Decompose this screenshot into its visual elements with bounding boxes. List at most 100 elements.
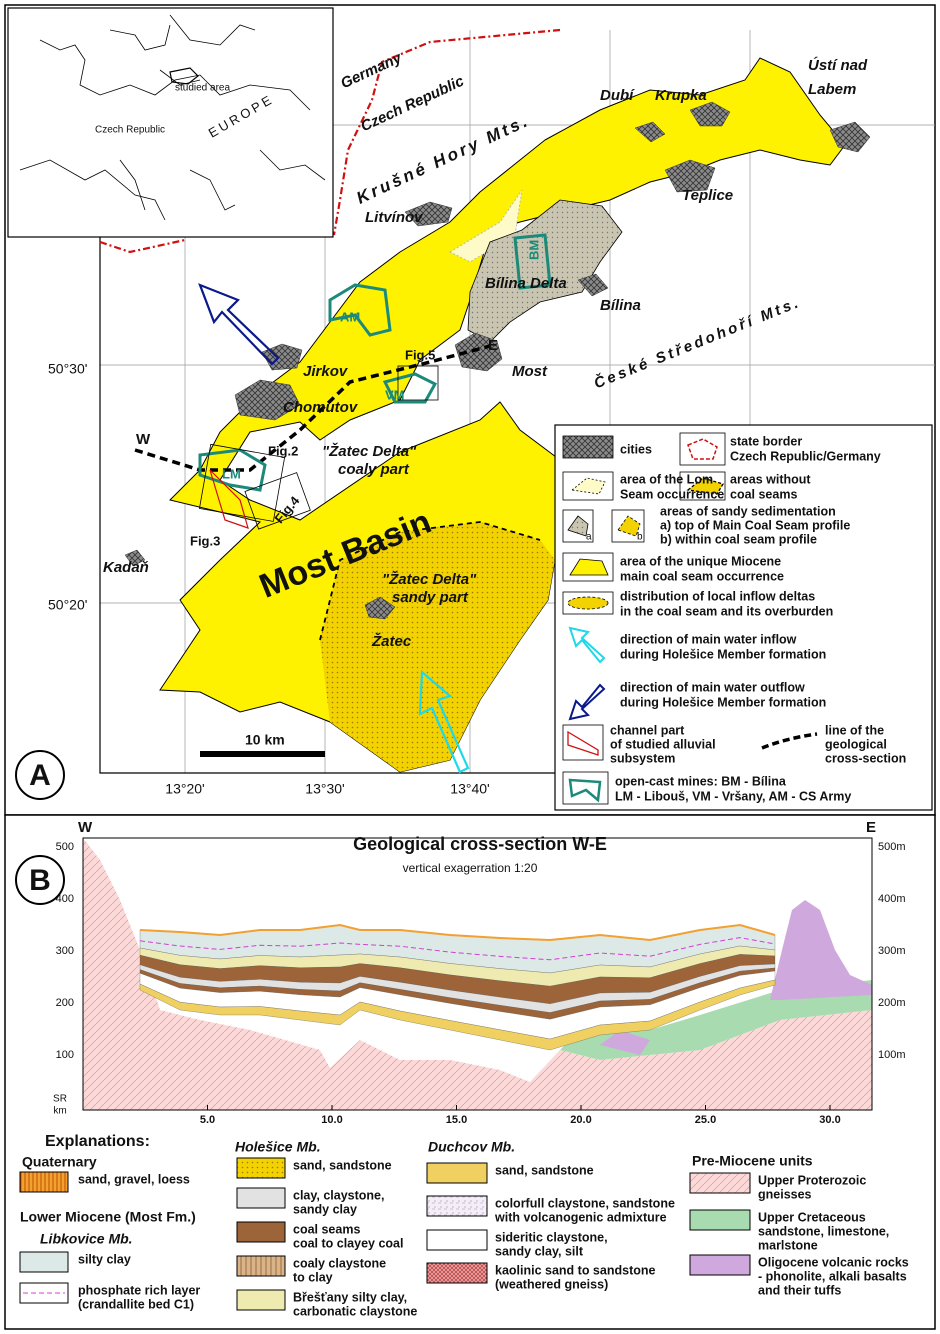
legend-heading: Duchcov Mb. — [428, 1139, 515, 1155]
longitude-label: 13°30' — [305, 781, 344, 797]
legend-label: open-cast mines: BM - Bílina — [615, 774, 787, 788]
legend-swatch — [236, 1255, 286, 1277]
legend-label: sandy clay — [293, 1202, 357, 1216]
legend-label: b) within coal seam profile — [660, 532, 817, 546]
longitude-label: 13°20' — [165, 781, 204, 797]
section-subtitle: vertical exagerration 1:20 — [403, 861, 538, 875]
phosphate-layer — [139, 937, 776, 961]
section-layer — [139, 979, 776, 1051]
legend-label: distribution of local inflow deltas — [620, 589, 815, 603]
legend-label: silty clay — [78, 1252, 131, 1266]
latitude-label: 50°30' — [48, 361, 87, 377]
legend-label: areas without — [730, 472, 811, 486]
legend-label: Oligocene volcanic rocks — [758, 1255, 909, 1269]
legend-label: gneisses — [758, 1187, 812, 1201]
section-end: E — [488, 337, 498, 354]
x-axis-label: 20.0 — [570, 1114, 591, 1126]
legend-heading: Lower Miocene (Most Fm.) — [20, 1209, 196, 1225]
legend-label: a — [586, 532, 592, 543]
place-label: Chomutov — [283, 399, 359, 416]
lom-seam-area — [448, 189, 523, 263]
place-label: Labem — [808, 81, 856, 98]
right-axis-label: 400m — [878, 893, 906, 905]
legend-label: Seam occurrence — [620, 487, 724, 501]
legend-label: sand, gravel, loess — [78, 1172, 190, 1186]
legend-label: direction of main water inflow — [620, 632, 797, 646]
legend-label: state border — [730, 434, 802, 448]
right-axis-label: 200m — [878, 997, 906, 1009]
figure-label: Fig.3 — [190, 533, 220, 548]
legend-label: to clay — [293, 1270, 333, 1284]
legend-label: sand, sandstone — [495, 1163, 594, 1177]
inflow-arrow — [418, 669, 470, 774]
scale-label: 10 km — [245, 732, 285, 748]
legend-heading: Explanations: — [45, 1133, 150, 1150]
legend-label: Czech Republic/Germany — [730, 449, 881, 463]
legend-label: b — [637, 532, 643, 543]
scale-bar — [200, 751, 325, 757]
legend-label: Upper Cretaceous — [758, 1210, 866, 1224]
axis-unit: km — [53, 1106, 66, 1117]
legend-label: marlstone — [758, 1238, 818, 1252]
state-border — [99, 238, 186, 254]
right-axis-label: 100m — [878, 1049, 906, 1061]
section-frame — [82, 837, 873, 1111]
legend-label: area of the Lom — [620, 472, 713, 486]
map-frame — [99, 237, 555, 774]
legend-swatch — [689, 1209, 751, 1231]
legend-label: coal seams — [293, 1222, 360, 1236]
legend-label: coaly claystone — [293, 1256, 386, 1270]
right-axis-label: 300m — [878, 945, 906, 957]
place-label: Krupka — [655, 87, 707, 104]
legend-label: subsystem — [610, 751, 675, 765]
legend-label: of studied alluvial — [610, 737, 716, 751]
legend-label: in the coal seam and its overburden — [620, 604, 833, 618]
legend-label: colorfull claystone, sandstone — [495, 1196, 675, 1210]
legend-swatch — [426, 1162, 488, 1184]
legend-label: channel part — [610, 723, 685, 737]
state-border — [332, 28, 561, 236]
left-axis-label: 100 — [56, 1049, 74, 1061]
panel-badge — [15, 855, 65, 905]
place-label: coaly part — [338, 461, 410, 478]
place-label: Kadaň — [103, 559, 149, 576]
explanations: Explanations: Lower Miocene (Most Fm.) Qua… — [19, 1133, 909, 1318]
figure-label: Fig.5 — [405, 347, 435, 362]
legend-label: Břešťany silty clay, — [293, 1290, 407, 1304]
legend-label: clay, claystone, — [293, 1188, 385, 1202]
legend-label: sand, sandstone — [293, 1158, 392, 1172]
legend-label: sandy clay, silt — [495, 1244, 584, 1258]
left-axis-label: 200 — [56, 997, 74, 1009]
mine-label: VM — [385, 387, 405, 402]
inset-coastlines — [19, 14, 326, 221]
legend-heading: Pre-Miocene units — [692, 1153, 813, 1169]
place-label: Teplice — [682, 187, 733, 204]
mine-label: AM — [340, 309, 360, 324]
legend-label: a) top of Main Coal Seam profile — [660, 518, 850, 532]
place-label: Jirkov — [303, 363, 349, 380]
x-axis-label: 30.0 — [819, 1114, 840, 1126]
outflow-arrow — [198, 283, 280, 366]
place-label: Litvínov — [365, 209, 424, 226]
inset-label: Czech Republic — [95, 125, 165, 136]
legend-heading: Libkovice Mb. — [40, 1231, 133, 1247]
latitude-label: 50°20' — [48, 597, 87, 613]
legend-frame — [554, 424, 933, 811]
legend-swatch — [236, 1157, 286, 1179]
left-axis-label: 400 — [56, 893, 74, 905]
axis-unit: SR — [53, 1094, 67, 1105]
legend-swatch — [19, 1171, 69, 1193]
place-label: sandy part — [392, 589, 469, 606]
mine-label: BM — [526, 240, 541, 260]
longitude-label: 13°40' — [450, 781, 489, 797]
legend-label: during Holešice Member formation — [620, 695, 826, 709]
place-label: Dubí — [600, 87, 635, 104]
legend-label: - phonolite, alkali basalts — [758, 1269, 907, 1283]
section-title: Geological cross-section W-E — [353, 834, 607, 854]
section-end: W — [136, 431, 151, 448]
legend-swatch — [236, 1221, 286, 1243]
legend-label: LM - Libouš, VM - Vršany, AM - CS Army — [615, 789, 851, 803]
legend-swatch — [236, 1289, 286, 1311]
place-label: Most — [512, 363, 548, 380]
legend-swatch — [426, 1229, 488, 1251]
